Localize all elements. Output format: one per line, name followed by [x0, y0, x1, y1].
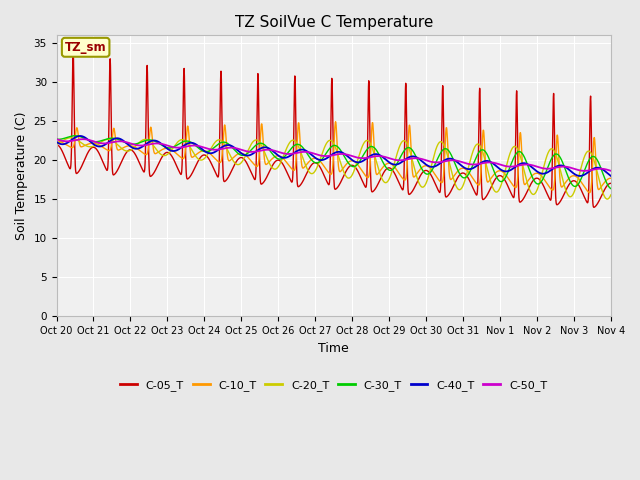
C-05_T [590, 204, 598, 210]
C-20_T [604, 196, 611, 202]
Title: TZ SoilVue C Temperature: TZ SoilVue C Temperature [234, 15, 433, 30]
C-10_T [207, 152, 215, 157]
C-20_T [67, 135, 74, 141]
C-10_T [332, 119, 339, 125]
C-50_T [495, 161, 503, 167]
C-10_T [558, 184, 566, 190]
C-05_T [573, 180, 581, 186]
C-40_T [52, 139, 60, 145]
C-20_T [207, 145, 215, 151]
C-10_T [362, 173, 370, 179]
C-20_T [573, 179, 581, 184]
C-10_T [350, 158, 358, 164]
C-10_T [52, 138, 60, 144]
C-30_T [607, 186, 614, 192]
Text: TZ_sm: TZ_sm [65, 41, 106, 54]
Line: C-20_T: C-20_T [56, 138, 611, 199]
C-40_T [350, 158, 358, 164]
C-40_T [76, 133, 84, 139]
C-30_T [207, 147, 215, 153]
X-axis label: Time: Time [318, 342, 349, 355]
C-10_T [607, 175, 614, 181]
C-50_T [79, 136, 87, 142]
C-50_T [350, 154, 358, 159]
Line: C-05_T: C-05_T [56, 52, 611, 207]
C-20_T [558, 174, 566, 180]
C-50_T [558, 164, 566, 169]
Legend: C-05_T, C-10_T, C-20_T, C-30_T, C-40_T, C-50_T: C-05_T, C-10_T, C-20_T, C-30_T, C-40_T, … [116, 375, 552, 395]
Y-axis label: Soil Temperature (C): Soil Temperature (C) [15, 112, 28, 240]
Line: C-50_T: C-50_T [56, 139, 611, 171]
Line: C-30_T: C-30_T [56, 136, 611, 189]
C-50_T [207, 146, 215, 152]
C-40_T [607, 173, 614, 179]
C-20_T [495, 187, 503, 193]
C-30_T [52, 136, 60, 142]
C-30_T [71, 133, 79, 139]
C-40_T [495, 166, 503, 171]
C-05_T [350, 163, 358, 169]
C-20_T [350, 168, 358, 174]
C-40_T [573, 173, 581, 179]
Line: C-40_T: C-40_T [56, 136, 611, 176]
C-05_T [52, 142, 60, 147]
C-05_T [362, 184, 370, 190]
C-05_T [207, 161, 215, 167]
C-05_T [558, 195, 566, 201]
C-30_T [350, 164, 358, 169]
C-05_T [607, 180, 614, 186]
C-30_T [558, 158, 566, 164]
C-50_T [580, 168, 588, 174]
Line: C-10_T: C-10_T [56, 122, 611, 192]
C-30_T [573, 182, 581, 188]
C-50_T [573, 167, 581, 173]
C-40_T [576, 173, 584, 179]
C-20_T [607, 192, 614, 198]
C-20_T [52, 141, 60, 147]
C-05_T [495, 173, 503, 179]
C-10_T [495, 168, 503, 174]
C-10_T [573, 175, 581, 180]
C-30_T [495, 178, 503, 183]
C-10_T [586, 190, 593, 195]
C-40_T [362, 156, 370, 162]
C-50_T [52, 136, 60, 142]
C-05_T [69, 49, 77, 55]
C-50_T [607, 168, 614, 174]
C-40_T [558, 163, 566, 168]
C-50_T [362, 155, 370, 161]
C-40_T [207, 150, 215, 156]
C-20_T [362, 138, 370, 144]
C-30_T [362, 148, 370, 154]
